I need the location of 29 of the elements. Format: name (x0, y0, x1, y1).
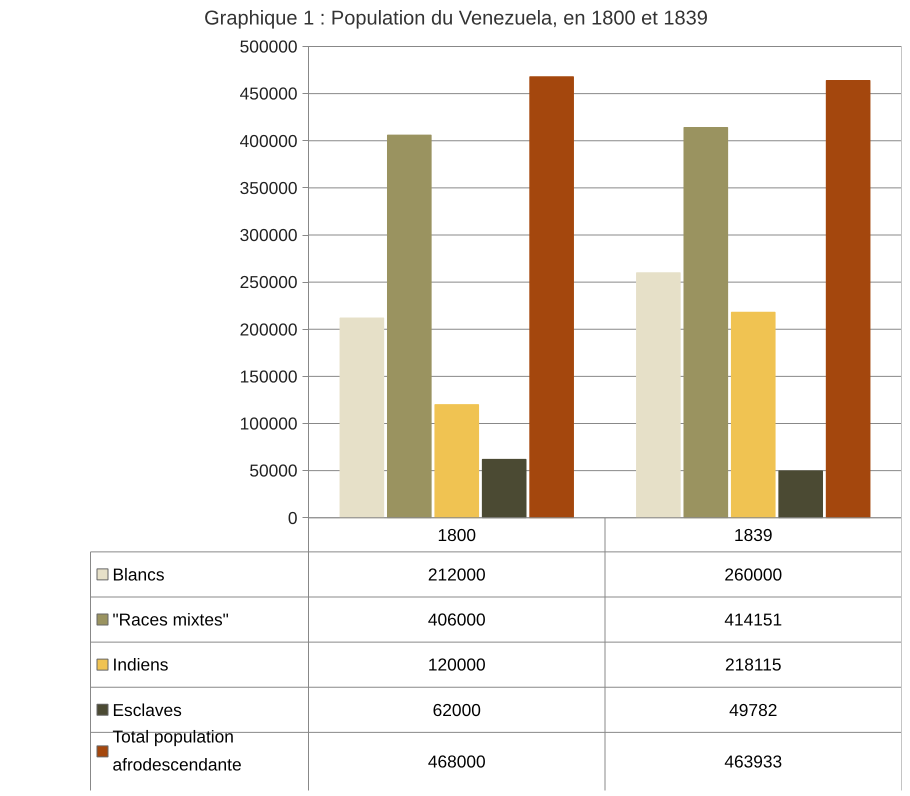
legend-label: Indiens (112, 654, 169, 675)
y-tick-label: 450000 (240, 84, 298, 104)
legend-label: Esclaves (112, 700, 182, 720)
y-tick-label: 300000 (240, 225, 298, 246)
x-tick-label: 1800 (437, 524, 476, 545)
y-tick-label: 50000 (249, 460, 298, 481)
data-label: 120000 (428, 654, 486, 675)
y-tick-label: 0 (288, 508, 298, 528)
legend-label: "Races mixtes" (112, 610, 229, 630)
x-tick-label: 1839 (734, 524, 773, 545)
data-label: 62000 (432, 700, 481, 720)
y-tick-label: 400000 (240, 130, 298, 151)
data-label: 49782 (729, 700, 778, 720)
y-tick-label: 100000 (240, 414, 298, 434)
data-label: 260000 (724, 564, 782, 584)
legend-label: Blancs (112, 564, 165, 584)
y-tick-label: 200000 (240, 319, 298, 340)
data-label: 414151 (724, 610, 782, 630)
legend-label: Total population afrodescendante (112, 726, 242, 774)
chart-title: Graphique 1 : Population du Venezuela, en 1800 et 1839 (204, 8, 708, 30)
data-label: 212000 (428, 564, 486, 584)
data-label: 463933 (724, 751, 782, 772)
data-label: 468000 (428, 751, 486, 772)
y-tick-label: 350000 (240, 178, 298, 198)
y-tick-label: 150000 (240, 366, 298, 386)
data-label: 406000 (428, 610, 486, 630)
y-tick-label: 500000 (240, 36, 298, 57)
y-tick-label: 250000 (240, 272, 298, 292)
data-label: 218115 (724, 654, 782, 675)
